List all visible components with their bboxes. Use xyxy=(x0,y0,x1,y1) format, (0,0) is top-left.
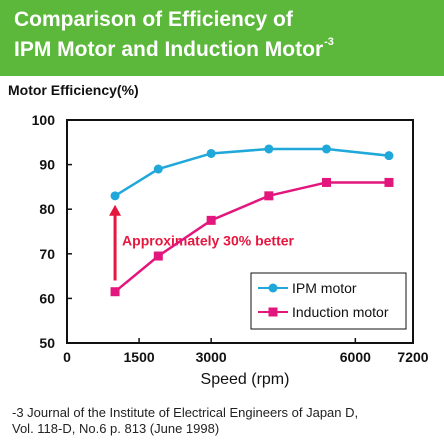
legend-marker-0 xyxy=(268,283,278,293)
data-point-0 xyxy=(153,164,163,174)
chart-title-line2: IPM Motor and Induction Motor-3 xyxy=(14,36,334,62)
y-tick-label: 80 xyxy=(39,201,55,217)
legend-label-1: Induction motor xyxy=(292,304,389,320)
data-point-1 xyxy=(322,177,331,187)
legend-marker-1 xyxy=(268,307,278,317)
legend-label-0: IPM motor xyxy=(292,280,357,296)
x-tick-label: 1500 xyxy=(124,349,155,365)
data-point-1 xyxy=(264,191,274,201)
x-tick-label: 3000 xyxy=(196,349,227,365)
series-line-0 xyxy=(114,147,390,197)
data-point-0 xyxy=(264,144,274,154)
data-point-0 xyxy=(110,191,120,201)
y-axis-label: Motor Efficiency(%) xyxy=(8,82,139,98)
x-tick-label: 0 xyxy=(63,349,71,365)
chart-title-line1: Comparison of Efficiency of xyxy=(14,8,293,31)
data-point-0 xyxy=(206,148,216,158)
title-footnote-marker: -3 xyxy=(324,36,334,48)
footnote: -3 Journal of the Institute of Electrica… xyxy=(12,405,358,437)
footnote-line2: Vol. 118-D, No.6 p. 813 (June 1998) xyxy=(12,421,220,436)
y-tick-label: 50 xyxy=(39,335,55,351)
plot-frame xyxy=(66,119,414,344)
title-banner: Comparison of Efficiency of IPM Motor an… xyxy=(0,0,444,76)
improvement-arrow-head xyxy=(109,204,122,216)
efficiency-chart: 50 60 70 80 90 100 0 1500 3000 6000 7200 Speed (rpm… xyxy=(32,112,429,388)
y-tick-label: 70 xyxy=(39,246,55,262)
data-point-0 xyxy=(384,151,394,161)
y-tick-label: 60 xyxy=(39,290,55,306)
data-point-1 xyxy=(206,215,216,225)
data-point-0 xyxy=(322,144,331,154)
y-tick-label: 100 xyxy=(32,112,56,128)
annotation-text: Approximately 30% better xyxy=(122,232,294,248)
legend-box xyxy=(250,272,407,330)
chart-title-line2-text: IPM Motor and Induction Motor xyxy=(14,38,324,61)
footnote-line1: -3 Journal of the Institute of Electrica… xyxy=(12,405,359,420)
x-tick-label: 7200 xyxy=(397,349,428,365)
data-point-1 xyxy=(153,251,163,261)
x-axis-label: Speed (rpm) xyxy=(201,371,290,388)
data-point-1 xyxy=(384,177,394,187)
x-tick-label: 6000 xyxy=(340,349,371,365)
series-line-1 xyxy=(114,181,389,293)
y-tick-label: 90 xyxy=(39,157,55,173)
data-point-1 xyxy=(110,287,120,297)
